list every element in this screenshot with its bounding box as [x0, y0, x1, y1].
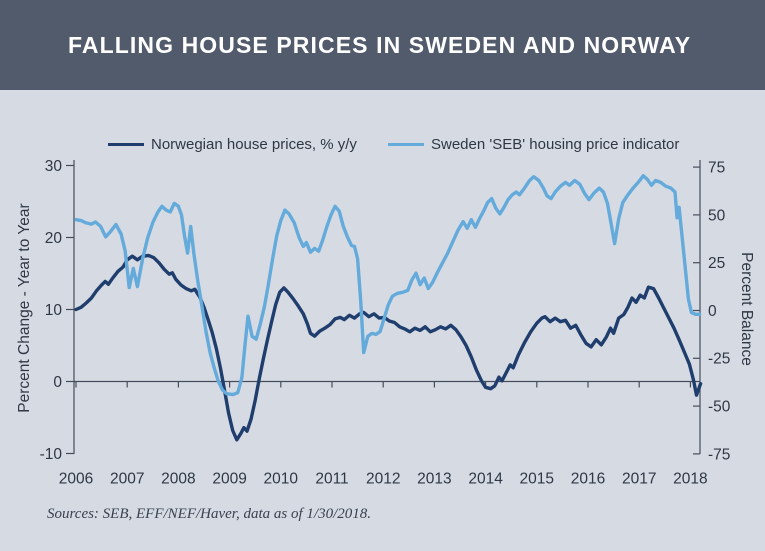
- x-axis-year-label: 2011: [315, 470, 348, 487]
- right-axis-tick-label: 50: [708, 207, 726, 224]
- x-axis-year-label: 2014: [468, 470, 503, 487]
- x-axis-year-label: 2016: [571, 470, 605, 487]
- x-axis-year-label: 2006: [59, 470, 93, 487]
- legend-item-sweden: Sweden 'SEB' housing price indicator: [388, 134, 679, 154]
- legend: Norwegian house prices, % y/y Sweden 'SE…: [0, 134, 765, 154]
- legend-item-norway: Norwegian house prices, % y/y: [108, 134, 357, 154]
- right-axis-title: Percent Balance: [738, 252, 755, 366]
- sweden-series-line: [74, 173, 702, 397]
- x-axis-year-label: 2013: [417, 470, 451, 487]
- norway-series-line: [74, 253, 703, 442]
- x-axis-year-label: 2017: [622, 470, 656, 487]
- left-axis-tick-label: -10: [40, 446, 63, 463]
- legend-label-sweden: Sweden 'SEB' housing price indicator: [431, 135, 680, 153]
- left-axis-tick-label: 20: [45, 230, 63, 247]
- right-axis-tick-label: -75: [708, 446, 730, 463]
- left-axis-title: Percent Change - Year to Year: [16, 203, 33, 412]
- right-axis-tick-label: 25: [708, 255, 725, 272]
- right-axis-tick-label: 75: [708, 160, 725, 177]
- norway-line-swatch: [108, 142, 144, 146]
- x-axis-year-label: 2008: [161, 470, 195, 487]
- right-axis-tick-label: -25: [708, 351, 730, 368]
- right-axis-tick-label: 0: [708, 303, 717, 320]
- x-axis-year-label: 2012: [366, 470, 400, 487]
- left-axis-tick-label: 10: [45, 302, 63, 319]
- legend-label-norway: Norwegian house prices, % y/y: [151, 135, 357, 153]
- x-axis-year-label: 2015: [520, 470, 554, 487]
- x-axis-year-label: 2009: [212, 470, 246, 487]
- source-note: Sources: SEB, EFF/NEF/Haver, data as of …: [47, 506, 371, 522]
- sweden-line-swatch: [388, 142, 424, 146]
- right-axis-tick-label: -50: [708, 399, 731, 416]
- left-axis-tick-label: 0: [53, 374, 62, 391]
- x-axis-year-label: 2018: [673, 470, 707, 487]
- x-axis-year-label: 2010: [264, 470, 299, 487]
- header-band: FALLING HOUSE PRICES IN SWEDEN AND NORWA…: [0, 0, 765, 90]
- x-axis-year-label: 2007: [110, 470, 144, 487]
- page-title: FALLING HOUSE PRICES IN SWEDEN AND NORWA…: [68, 31, 692, 58]
- series-layer: [74, 173, 703, 442]
- left-axis-tick-label: 30: [45, 158, 63, 175]
